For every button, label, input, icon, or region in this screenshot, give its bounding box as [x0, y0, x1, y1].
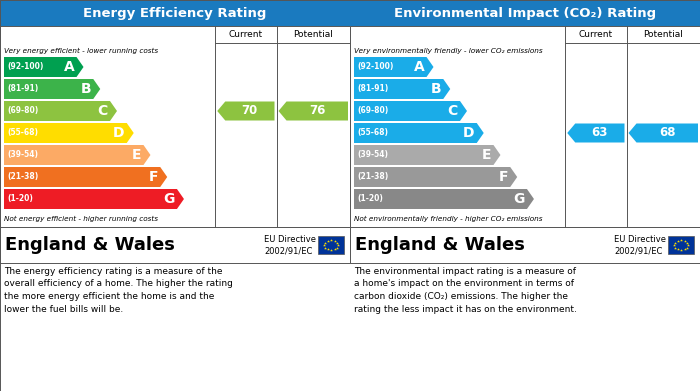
Text: C: C	[448, 104, 458, 118]
Text: (1-20): (1-20)	[357, 194, 383, 203]
Text: (69-80): (69-80)	[357, 106, 388, 115]
Text: (55-68): (55-68)	[7, 129, 38, 138]
Text: A: A	[414, 60, 424, 74]
Text: C: C	[98, 104, 108, 118]
Polygon shape	[354, 145, 500, 165]
Polygon shape	[4, 79, 100, 99]
Text: 70: 70	[241, 104, 258, 118]
Text: 76: 76	[309, 104, 326, 118]
Polygon shape	[4, 57, 83, 77]
Text: A: A	[64, 60, 74, 74]
Text: 68: 68	[659, 127, 676, 140]
Polygon shape	[629, 124, 698, 142]
Polygon shape	[567, 124, 624, 142]
Text: Current: Current	[579, 30, 613, 39]
Text: Potential: Potential	[293, 30, 333, 39]
Text: Not energy efficient - higher running costs: Not energy efficient - higher running co…	[4, 215, 158, 222]
Bar	[668, 236, 694, 254]
Polygon shape	[354, 101, 467, 121]
Text: (21-38): (21-38)	[7, 172, 38, 181]
Text: The energy efficiency rating is a measure of the
overall efficiency of a home. T: The energy efficiency rating is a measur…	[4, 267, 233, 314]
Polygon shape	[354, 79, 450, 99]
Text: (92-100): (92-100)	[7, 63, 43, 72]
Text: E: E	[132, 148, 141, 162]
Text: D: D	[113, 126, 125, 140]
Text: Very environmentally friendly - lower CO₂ emissions: Very environmentally friendly - lower CO…	[354, 47, 542, 54]
Text: England & Wales: England & Wales	[5, 236, 175, 254]
Text: Current: Current	[229, 30, 263, 39]
Text: F: F	[498, 170, 508, 184]
Text: (69-80): (69-80)	[7, 106, 38, 115]
Text: Environmental Impact (CO₂) Rating: Environmental Impact (CO₂) Rating	[394, 7, 656, 20]
Text: England & Wales: England & Wales	[355, 236, 525, 254]
Polygon shape	[4, 145, 150, 165]
Bar	[0, 26, 350, 227]
Polygon shape	[4, 101, 117, 121]
Polygon shape	[354, 189, 534, 209]
Text: B: B	[430, 82, 441, 96]
Text: EU Directive
2002/91/EC: EU Directive 2002/91/EC	[614, 235, 666, 255]
Text: E: E	[482, 148, 491, 162]
Bar	[350, 26, 700, 227]
Polygon shape	[4, 189, 184, 209]
Text: (81-91): (81-91)	[357, 84, 388, 93]
Text: Not environmentally friendly - higher CO₂ emissions: Not environmentally friendly - higher CO…	[354, 215, 542, 222]
Text: The environmental impact rating is a measure of
a home's impact on the environme: The environmental impact rating is a mea…	[354, 267, 577, 314]
Polygon shape	[354, 57, 433, 77]
Text: EU Directive
2002/91/EC: EU Directive 2002/91/EC	[264, 235, 316, 255]
Text: F: F	[148, 170, 158, 184]
Bar	[0, 0, 350, 26]
Text: Energy Efficiency Rating: Energy Efficiency Rating	[83, 7, 267, 20]
Text: (1-20): (1-20)	[7, 194, 33, 203]
Polygon shape	[4, 167, 167, 187]
Text: Potential: Potential	[643, 30, 683, 39]
Polygon shape	[279, 102, 348, 120]
Bar	[350, 227, 700, 263]
Text: (81-91): (81-91)	[7, 84, 38, 93]
Text: B: B	[80, 82, 91, 96]
Text: D: D	[463, 126, 475, 140]
Polygon shape	[354, 167, 517, 187]
Text: G: G	[514, 192, 525, 206]
Text: (92-100): (92-100)	[357, 63, 393, 72]
Text: (39-54): (39-54)	[7, 151, 38, 160]
Bar	[318, 236, 344, 254]
Text: (39-54): (39-54)	[357, 151, 388, 160]
Text: 63: 63	[592, 127, 608, 140]
Text: (55-68): (55-68)	[357, 129, 388, 138]
Polygon shape	[4, 123, 134, 143]
Text: Very energy efficient - lower running costs: Very energy efficient - lower running co…	[4, 47, 158, 54]
Polygon shape	[354, 123, 484, 143]
Polygon shape	[217, 102, 274, 120]
Bar	[0, 227, 350, 263]
Text: (21-38): (21-38)	[357, 172, 388, 181]
Bar	[350, 0, 700, 26]
Text: G: G	[164, 192, 175, 206]
